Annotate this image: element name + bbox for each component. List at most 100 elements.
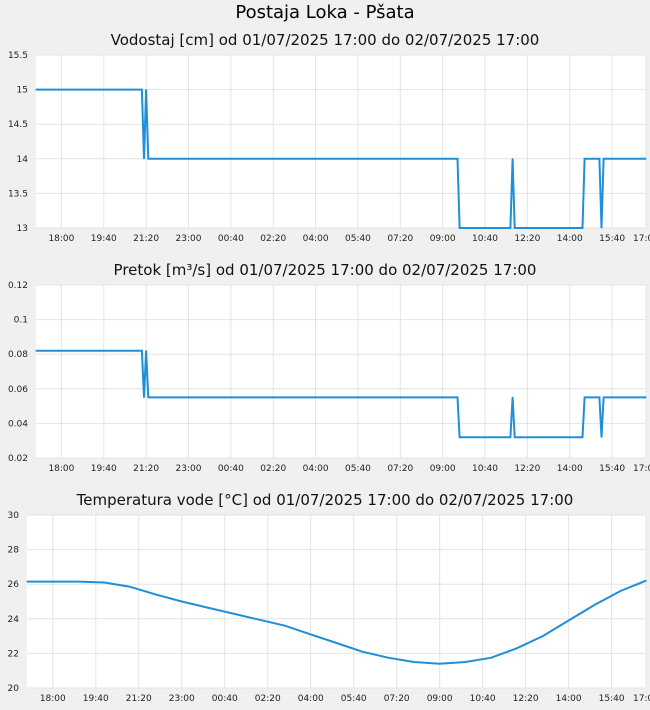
data-point [511, 396, 514, 398]
series-line [36, 88, 646, 229]
x-tick-label: 05:40 [345, 234, 371, 244]
data-point [600, 227, 603, 229]
data-point [603, 158, 605, 160]
y-tick-label: 26 [8, 580, 20, 590]
x-tick-label: 19:40 [83, 694, 109, 704]
y-tick-label: 20 [8, 684, 20, 694]
chart-2: Pretok [m³/s] od 01/07/2025 17:00 do 02/… [8, 261, 650, 474]
data-point [335, 642, 338, 644]
y-tick-label: 22 [8, 649, 19, 659]
x-tick-label: 23:00 [169, 694, 195, 704]
x-tick-label: 17:00 [633, 464, 650, 474]
x-tick-label: 07:20 [387, 234, 413, 244]
x-tick-label: 02:20 [260, 234, 286, 244]
y-tick-label: 28 [8, 546, 20, 556]
data-point [584, 396, 586, 398]
data-point [588, 396, 590, 398]
x-tick-label: 02:20 [255, 694, 281, 704]
data-point [568, 619, 570, 622]
data-point [439, 663, 441, 665]
x-tick-label: 15:40 [599, 694, 625, 704]
x-tick-label: 21:20 [133, 464, 159, 474]
x-tick-label: 04:00 [303, 234, 329, 244]
data-point [149, 396, 151, 398]
data-point [258, 619, 260, 621]
data-point [598, 396, 601, 398]
data-point [514, 436, 516, 438]
data-point [181, 600, 183, 603]
y-tick-label: 0.1 [14, 316, 28, 326]
data-point [600, 436, 603, 438]
data-point [141, 89, 143, 91]
data-point [310, 633, 312, 636]
data-point [509, 436, 511, 438]
data-point [129, 586, 131, 588]
x-tick-label: 07:20 [384, 694, 410, 704]
data-point [35, 89, 37, 91]
x-tick-label: 23:00 [176, 234, 202, 244]
x-tick-label: 10:40 [470, 694, 496, 704]
chart-3: Temperatura vode [°C] od 01/07/2025 17:0… [8, 491, 650, 704]
x-tick-label: 00:40 [218, 464, 244, 474]
data-point [603, 396, 605, 398]
x-tick-label: 18:00 [48, 234, 74, 244]
data-point [456, 158, 459, 160]
x-tick-label: 14:00 [557, 464, 583, 474]
data-point [361, 651, 363, 653]
data-point [206, 607, 209, 609]
x-tick-label: 12:20 [514, 464, 540, 474]
x-tick-label: 12:20 [513, 694, 539, 704]
data-point [141, 350, 143, 352]
plot-area [27, 515, 646, 688]
data-point [143, 396, 145, 398]
y-tick-label: 14.5 [8, 120, 28, 130]
data-point [514, 227, 516, 229]
data-point [490, 657, 492, 659]
x-tick-label: 12:20 [514, 234, 540, 244]
x-tick-label: 17:00 [633, 694, 650, 704]
data-point [52, 581, 54, 583]
data-point [645, 396, 647, 398]
data-point [145, 89, 147, 91]
data-point [103, 581, 105, 584]
data-point [456, 396, 459, 398]
x-tick-label: 09:00 [427, 694, 453, 704]
y-tick-label: 15 [17, 86, 28, 96]
data-point [464, 661, 467, 663]
data-point [35, 350, 37, 352]
chart-title: Temperatura vode [°C] od 01/07/2025 17:0… [76, 491, 574, 509]
data-point [645, 158, 647, 160]
data-point [542, 635, 544, 637]
y-tick-label: 0.12 [8, 281, 28, 291]
series-line [36, 349, 646, 439]
x-tick-label: 18:00 [48, 464, 74, 474]
x-tick-label: 00:40 [218, 234, 244, 244]
x-tick-label: 14:00 [556, 694, 582, 704]
plot-area [36, 55, 646, 228]
chart-title: Vodostaj [cm] od 01/07/2025 17:00 do 02/… [111, 31, 540, 49]
x-tick-label: 15:40 [599, 234, 625, 244]
data-point [459, 436, 461, 438]
x-tick-label: 05:40 [345, 464, 371, 474]
y-tick-label: 0.04 [8, 419, 28, 429]
chart-1: Vodostaj [cm] od 01/07/2025 17:00 do 02/… [8, 31, 650, 244]
x-tick-label: 18:00 [40, 694, 66, 704]
y-tick-label: 0.02 [8, 454, 28, 464]
y-tick-label: 13.5 [8, 189, 28, 199]
data-point [584, 158, 586, 160]
x-tick-label: 09:00 [430, 234, 456, 244]
data-point [232, 613, 234, 615]
data-point [155, 594, 157, 596]
data-point [149, 158, 151, 160]
data-point [581, 436, 584, 438]
y-tick-label: 24 [8, 615, 20, 625]
x-tick-label: 10:40 [472, 234, 498, 244]
data-point [26, 581, 28, 583]
data-point [143, 158, 145, 160]
data-point [147, 158, 149, 160]
x-tick-label: 04:00 [303, 464, 329, 474]
x-tick-label: 17:00 [633, 234, 650, 244]
chart-title: Pretok [m³/s] od 01/07/2025 17:00 do 02/… [114, 261, 537, 279]
data-point [78, 581, 80, 583]
